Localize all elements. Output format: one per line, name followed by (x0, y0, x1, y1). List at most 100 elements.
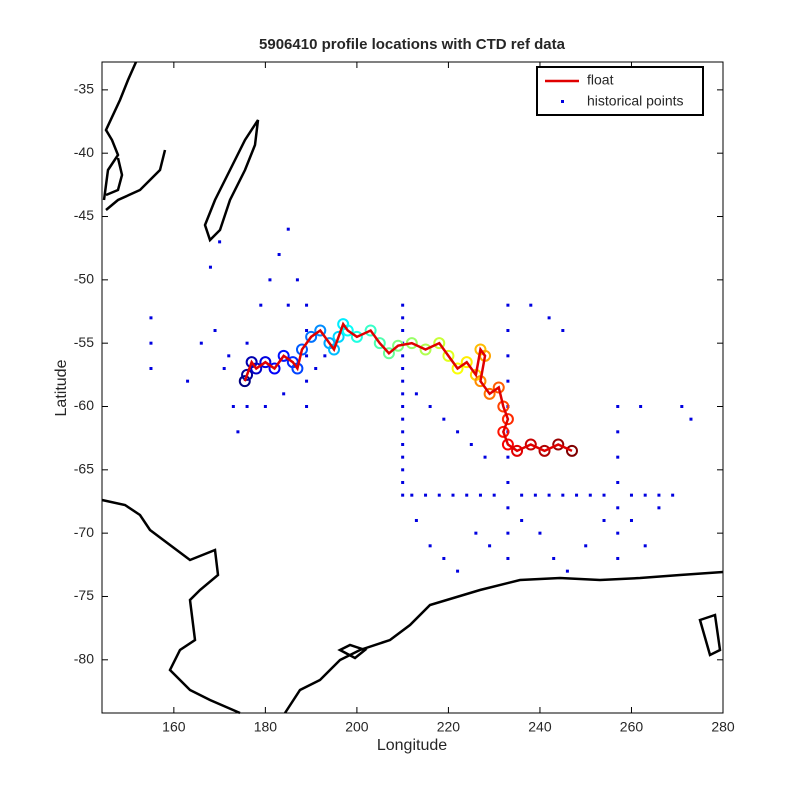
historical-point (643, 493, 647, 497)
historical-point (616, 506, 620, 510)
historical-point (492, 493, 496, 497)
historical-point (323, 354, 327, 358)
profile-marker (419, 343, 432, 356)
historical-point (401, 493, 405, 497)
plot-area (149, 227, 693, 573)
historical-point (401, 455, 405, 459)
historical-point (401, 379, 405, 383)
y-tick-label: -65 (74, 461, 94, 477)
profile-marker (305, 330, 318, 343)
historical-point (616, 404, 620, 408)
historical-point (506, 329, 510, 333)
historical-point (227, 354, 231, 358)
coastline (337, 613, 722, 660)
historical-point (469, 442, 473, 446)
coastline (105, 149, 167, 211)
profile-marker (350, 330, 363, 343)
historical-point (506, 531, 510, 535)
historical-point (506, 379, 510, 383)
historical-point (263, 404, 267, 408)
historical-point (401, 392, 405, 396)
historical-point (442, 556, 446, 560)
y-tick-label: -45 (74, 207, 94, 223)
profile-marker (451, 362, 464, 375)
historical-point (529, 303, 533, 307)
historical-point (506, 303, 510, 307)
historical-point (506, 506, 510, 510)
y-tick-label: -50 (74, 271, 94, 287)
profile-marker (511, 444, 524, 457)
historical-point (671, 493, 675, 497)
historical-point (286, 227, 290, 231)
y-tick-label: -75 (74, 587, 94, 603)
historical-point (616, 430, 620, 434)
historical-point (616, 455, 620, 459)
historical-point (218, 240, 222, 244)
historical-point (401, 430, 405, 434)
historical-point (149, 367, 153, 371)
float-track (243, 321, 573, 453)
profile-marker (238, 375, 251, 388)
historical-point (456, 430, 460, 434)
historical-point (401, 442, 405, 446)
historical-point (451, 493, 455, 497)
historical-point (305, 404, 309, 408)
historical-point (442, 417, 446, 421)
historical-point (561, 329, 565, 333)
historical-point (410, 493, 414, 497)
historical-point (295, 278, 299, 282)
historical-point (689, 417, 693, 421)
historical-point (478, 493, 482, 497)
y-tick-label: -55 (74, 334, 94, 350)
historical-point (428, 544, 432, 548)
coastline (283, 570, 724, 714)
historical-point (520, 518, 524, 522)
historical-point (401, 468, 405, 472)
x-tick-label: 260 (620, 719, 644, 735)
profile-marker (460, 356, 473, 369)
historical-point (547, 493, 551, 497)
y-tick-label: -80 (74, 651, 94, 667)
historical-point (401, 329, 405, 333)
historical-point (538, 531, 542, 535)
historical-point (474, 531, 478, 535)
profile-marker (483, 387, 496, 400)
historical-point (401, 303, 405, 307)
profile-marker (524, 438, 537, 451)
legend-swatch (561, 100, 564, 103)
historical-point (149, 341, 153, 345)
historical-point (616, 531, 620, 535)
x-tick-label: 180 (254, 719, 278, 735)
historical-point (506, 455, 510, 459)
historical-point (547, 316, 551, 320)
coastlines (101, 61, 724, 715)
profile-marker (433, 337, 446, 350)
x-tick-label: 160 (162, 719, 186, 735)
x-axis-label: Longitude (377, 737, 447, 754)
historical-point (602, 518, 606, 522)
historical-point (401, 480, 405, 484)
coastline (101, 498, 241, 715)
profile-marker (328, 343, 341, 356)
historical-point (639, 404, 643, 408)
historical-point (520, 493, 524, 497)
historical-point (401, 316, 405, 320)
historical-point (414, 392, 418, 396)
x-tick-label: 240 (528, 719, 552, 735)
historical-point (561, 493, 565, 497)
historical-point (213, 329, 217, 333)
historical-point (245, 341, 249, 345)
x-tick-label: 220 (437, 719, 461, 735)
legend-label: historical points (587, 93, 684, 109)
historical-point (305, 354, 309, 358)
profile-marker (332, 330, 345, 343)
historical-point (575, 493, 579, 497)
historical-point (506, 480, 510, 484)
profile-marker (250, 362, 263, 375)
historical-point (282, 392, 286, 396)
historical-point (259, 303, 263, 307)
historical-point (149, 316, 153, 320)
historical-point (305, 303, 309, 307)
y-axis-label: Latitude (53, 359, 70, 416)
